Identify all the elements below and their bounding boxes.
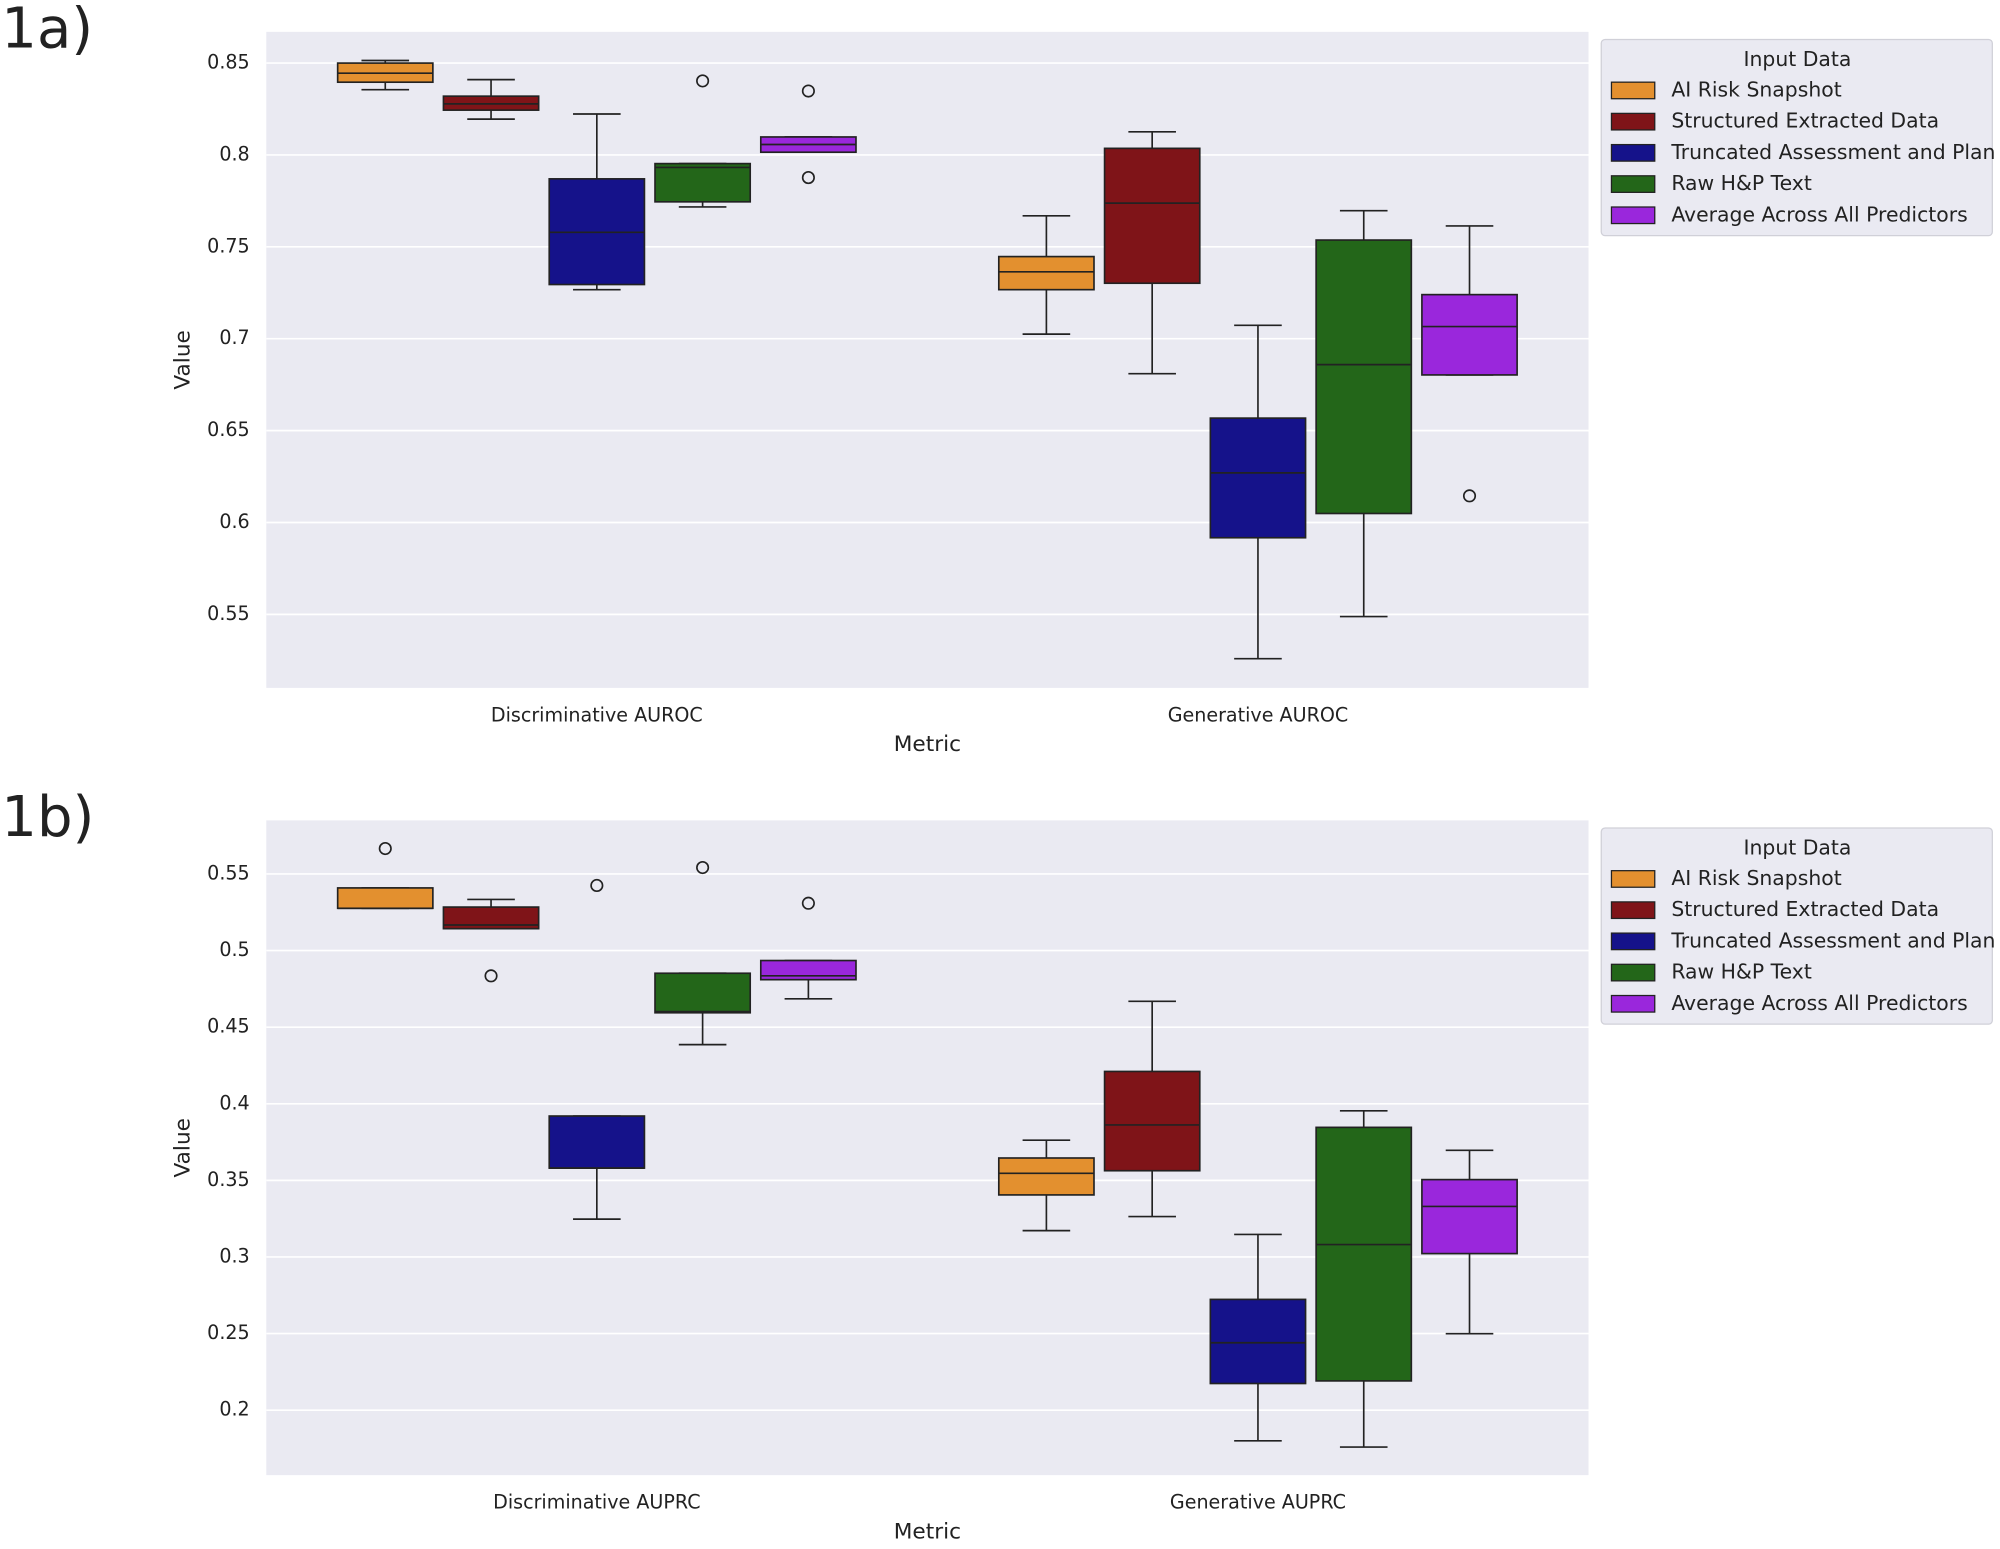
box-group (336, 59, 434, 91)
legend-box (1600, 38, 1993, 237)
y-tick-label: 0.4 (219, 1091, 249, 1114)
y-tick-label: 0.45 (207, 1015, 250, 1038)
outlier (801, 896, 815, 910)
y-tick-label: 0.25 (207, 1321, 250, 1344)
box-group (1421, 1149, 1518, 1335)
legend-swatch (1610, 206, 1656, 225)
box (1315, 1126, 1413, 1382)
x-axis-label: Metric (894, 1519, 961, 1544)
legend-label: AI Risk Snapshot (1671, 866, 1841, 890)
box (1315, 239, 1413, 515)
y-tick-label: 0.2 (219, 1398, 249, 1421)
box-group (759, 896, 857, 1000)
y-axis-label: Value (170, 330, 195, 389)
box (442, 906, 540, 930)
legend-title: Input Data (1743, 835, 1851, 859)
box-group (1315, 209, 1413, 618)
panel-label: 1a) (1, 0, 93, 61)
outlier (801, 84, 815, 98)
outlier (378, 841, 392, 856)
x-tick-label: Discriminative AUROC (491, 703, 703, 726)
x-tick-label: Generative AUPRC (1170, 1491, 1346, 1514)
box (654, 162, 752, 203)
legend-swatch (1610, 870, 1656, 888)
legend-swatch (1610, 963, 1656, 982)
box-group (1103, 1000, 1201, 1218)
box (1209, 1298, 1307, 1385)
legend-swatch (1610, 994, 1656, 1013)
box-group (1421, 225, 1518, 503)
x-axis-label: Metric (894, 732, 961, 757)
y-tick-label: 0.35 (207, 1168, 250, 1191)
outlier (484, 969, 498, 983)
legend-label: Average Across All Predictors (1671, 202, 1967, 226)
x-tick-label: Discriminative AUPRC (493, 1491, 700, 1514)
box-group (1209, 324, 1307, 660)
box-group (1209, 1233, 1307, 1442)
outlier (1462, 489, 1477, 503)
box-group (654, 860, 752, 1046)
box (548, 1115, 646, 1169)
legend-label: Truncated Assessment and Plan (1670, 140, 1995, 164)
y-tick-label: 0.5 (219, 938, 249, 961)
box (1209, 417, 1307, 539)
legend-swatch (1610, 175, 1656, 193)
box (654, 972, 752, 1014)
legend-label: AI Risk Snapshot (1671, 77, 1841, 101)
box-group (548, 113, 646, 291)
x-tick-label: Generative AUROC (1168, 703, 1349, 726)
box-group (442, 898, 540, 983)
box (997, 255, 1095, 291)
legend-label: Raw H&P Text (1671, 171, 1812, 195)
y-tick-label: 0.55 (207, 861, 250, 884)
y-tick-label: 0.7 (219, 326, 249, 349)
legend-swatch (1610, 932, 1656, 951)
y-tick-label: 0.3 (219, 1244, 249, 1267)
box (336, 887, 434, 910)
legend-label: Truncated Assessment and Plan (1670, 928, 1995, 952)
legend-swatch (1610, 901, 1656, 920)
box-group (548, 878, 646, 1220)
box (1103, 1070, 1201, 1172)
box-group (442, 78, 540, 120)
legend-box (1600, 827, 1993, 1025)
box-group (336, 841, 434, 910)
outlier (801, 171, 815, 185)
legend-swatch (1610, 112, 1656, 131)
y-tick-label: 0.6 (219, 510, 249, 533)
box-group (759, 84, 857, 185)
y-tick-label: 0.55 (207, 602, 250, 625)
legend-label: Raw H&P Text (1671, 960, 1812, 984)
legend-swatch (1610, 143, 1656, 162)
outlier (590, 878, 604, 893)
outlier (696, 860, 710, 875)
legend-label: Structured Extracted Data (1671, 897, 1939, 921)
y-tick-label: 0.65 (207, 418, 250, 441)
box-group (1315, 1109, 1413, 1448)
y-tick-label: 0.8 (219, 142, 249, 165)
box (1103, 147, 1201, 285)
box-group (997, 1139, 1095, 1232)
y-axis-label: Value (170, 1118, 195, 1177)
box-group (654, 74, 752, 208)
y-tick-label: 0.75 (207, 234, 250, 257)
panel-label: 1b) (1, 785, 94, 850)
box (1421, 1178, 1518, 1255)
box (997, 1157, 1095, 1196)
box (1421, 293, 1518, 376)
legend-label: Structured Extracted Data (1671, 109, 1939, 133)
legend-title: Input Data (1743, 47, 1851, 71)
y-tick-label: 0.85 (207, 51, 250, 74)
box-group (997, 214, 1095, 335)
outlier (696, 74, 710, 88)
box-group (1103, 130, 1201, 375)
box (759, 959, 857, 981)
legend-swatch (1610, 81, 1656, 100)
legend-label: Average Across All Predictors (1671, 991, 1967, 1015)
